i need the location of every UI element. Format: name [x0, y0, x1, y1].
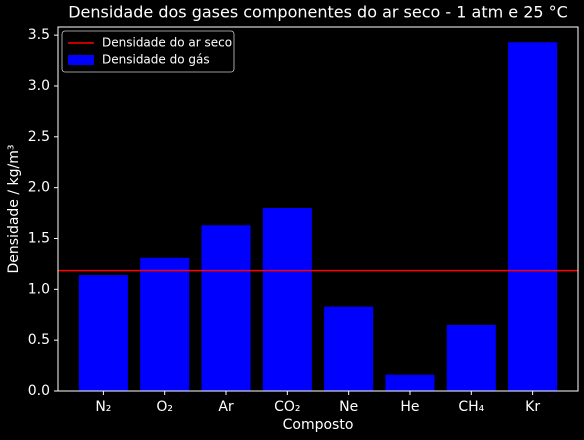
bar [78, 275, 128, 391]
y-tick-label: 0.0 [28, 383, 50, 399]
x-tick-label: N₂ [95, 399, 111, 415]
y-tick-label: 3.0 [28, 78, 50, 94]
y-tick-label: 2.5 [28, 129, 50, 145]
y-tick-label: 2.0 [28, 180, 50, 196]
legend-label: Densidade do ar seco [102, 36, 232, 50]
x-tick-label: CO₂ [274, 399, 300, 415]
x-tick-label: O₂ [156, 399, 173, 415]
y-tick-label: 3.5 [28, 27, 50, 43]
x-tick-label: Kr [525, 399, 540, 415]
chart-title: Densidade dos gases componentes do ar se… [68, 3, 568, 22]
legend-box [61, 30, 235, 73]
bar [201, 225, 251, 391]
bar [324, 306, 374, 391]
x-axis-label: Composto [283, 417, 354, 433]
legend-label: Densidade do gás [102, 53, 210, 67]
y-axis-label: Densidade / kg/m³ [6, 145, 22, 274]
x-tick-label: Ar [218, 399, 234, 415]
legend-swatch [68, 55, 94, 65]
y-tick-label: 0.5 [28, 332, 50, 348]
plot-frame [57, 26, 579, 392]
bar [262, 207, 312, 391]
bar [446, 324, 496, 391]
x-tick-label: He [400, 399, 419, 415]
bar [385, 374, 435, 391]
bar [140, 257, 190, 391]
y-tick-label: 1.5 [28, 230, 50, 246]
y-tick-label: 1.0 [28, 281, 50, 297]
x-tick-label: CH₄ [458, 399, 484, 415]
x-tick-label: Ne [339, 399, 358, 415]
bar [508, 42, 558, 391]
